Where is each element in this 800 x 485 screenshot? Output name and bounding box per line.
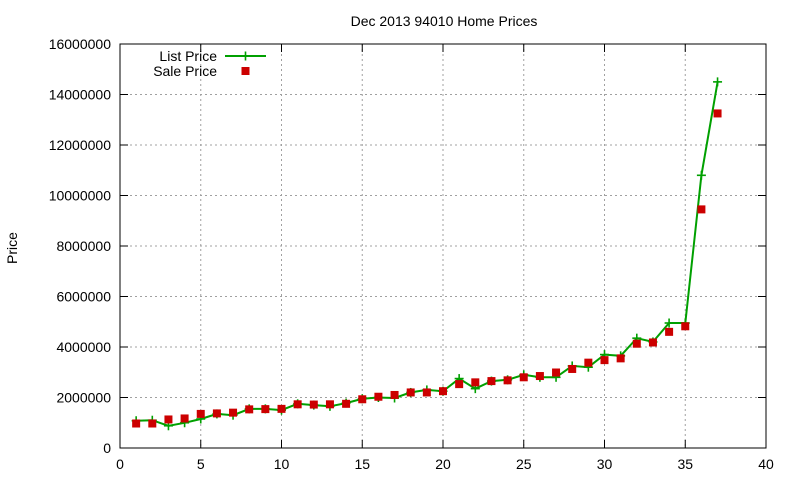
y-tick-label: 12000000 xyxy=(49,137,112,153)
sale-price-point xyxy=(229,408,238,417)
x-tick-label: 15 xyxy=(354,456,370,472)
y-axis-label: Price xyxy=(4,232,20,264)
sale-price-point xyxy=(568,364,577,373)
sale-price-point xyxy=(180,414,189,423)
sale-price-point xyxy=(552,368,561,377)
sale-price-point xyxy=(503,376,512,385)
x-tick-label: 35 xyxy=(677,456,693,472)
sale-price-point xyxy=(439,387,447,396)
list-price-point xyxy=(664,318,674,328)
x-tick-label: 30 xyxy=(597,456,613,472)
sale-price-point xyxy=(309,400,318,409)
sale-price-point xyxy=(358,395,367,404)
y-tick-label: 10000000 xyxy=(49,188,112,204)
y-tick-label: 6000000 xyxy=(56,289,111,305)
list-price-point xyxy=(713,77,723,87)
legend-label-sale-price: Sale Price xyxy=(153,63,217,79)
sale-price-point xyxy=(374,392,383,401)
sale-price-point xyxy=(148,419,157,428)
sale-price-point xyxy=(600,356,609,365)
sale-price-point xyxy=(616,354,625,363)
axis-tick-labels: 0 5 10 15 20 25 30 35 40 0 2000000 4000000 6000000 80… xyxy=(49,36,774,472)
sale-price-point xyxy=(487,377,496,386)
sale-price-point xyxy=(293,400,302,409)
sale-price-point xyxy=(196,409,205,418)
axis-ticks xyxy=(119,43,767,449)
x-tick-label: 25 xyxy=(516,456,532,472)
sale-price-point xyxy=(325,400,334,409)
sale-price-point xyxy=(277,404,286,413)
sale-price-point xyxy=(713,109,722,118)
y-tick-label: 2000000 xyxy=(56,390,111,406)
sale-price-point xyxy=(406,388,415,397)
x-tick-label: 10 xyxy=(274,456,290,472)
x-tick-label: 0 xyxy=(116,456,124,472)
x-tick-label: 40 xyxy=(758,456,774,472)
sale-price-point xyxy=(697,205,706,214)
legend: List Price Sale Price xyxy=(153,48,266,79)
sale-price-point xyxy=(519,373,528,382)
x-tick-label: 5 xyxy=(197,456,205,472)
sale-price-point xyxy=(632,339,641,348)
sale-price-point xyxy=(535,372,544,381)
y-tick-label: 0 xyxy=(103,440,111,456)
legend-label-list-price: List Price xyxy=(159,48,217,64)
sale-price-point xyxy=(245,405,254,414)
y-tick-label: 16000000 xyxy=(49,36,112,52)
sale-price-point xyxy=(164,415,173,424)
series-line-list-price xyxy=(136,81,719,427)
sale-price-point xyxy=(422,388,431,397)
y-tick-label: 8000000 xyxy=(56,238,111,254)
sale-price-point xyxy=(665,327,674,336)
sale-price-point xyxy=(584,358,593,367)
sale-price-point xyxy=(471,378,480,387)
x-tick-label: 20 xyxy=(435,456,451,472)
y-tick-label: 4000000 xyxy=(56,339,111,355)
plot-area xyxy=(131,51,723,431)
sale-price-point xyxy=(681,322,690,331)
list-price-point xyxy=(696,170,706,180)
sale-price-point xyxy=(390,390,399,399)
chart-title: Dec 2013 94010 Home Prices xyxy=(351,13,538,29)
sale-price-point xyxy=(212,409,221,418)
y-tick-label: 14000000 xyxy=(49,87,112,103)
sale-price-point xyxy=(648,338,657,347)
sale-price-point xyxy=(455,380,464,389)
legend-marker-sale-price xyxy=(241,67,250,75)
sale-price-point xyxy=(342,399,351,408)
sale-price-point xyxy=(132,419,141,428)
sale-price-point xyxy=(261,405,270,414)
